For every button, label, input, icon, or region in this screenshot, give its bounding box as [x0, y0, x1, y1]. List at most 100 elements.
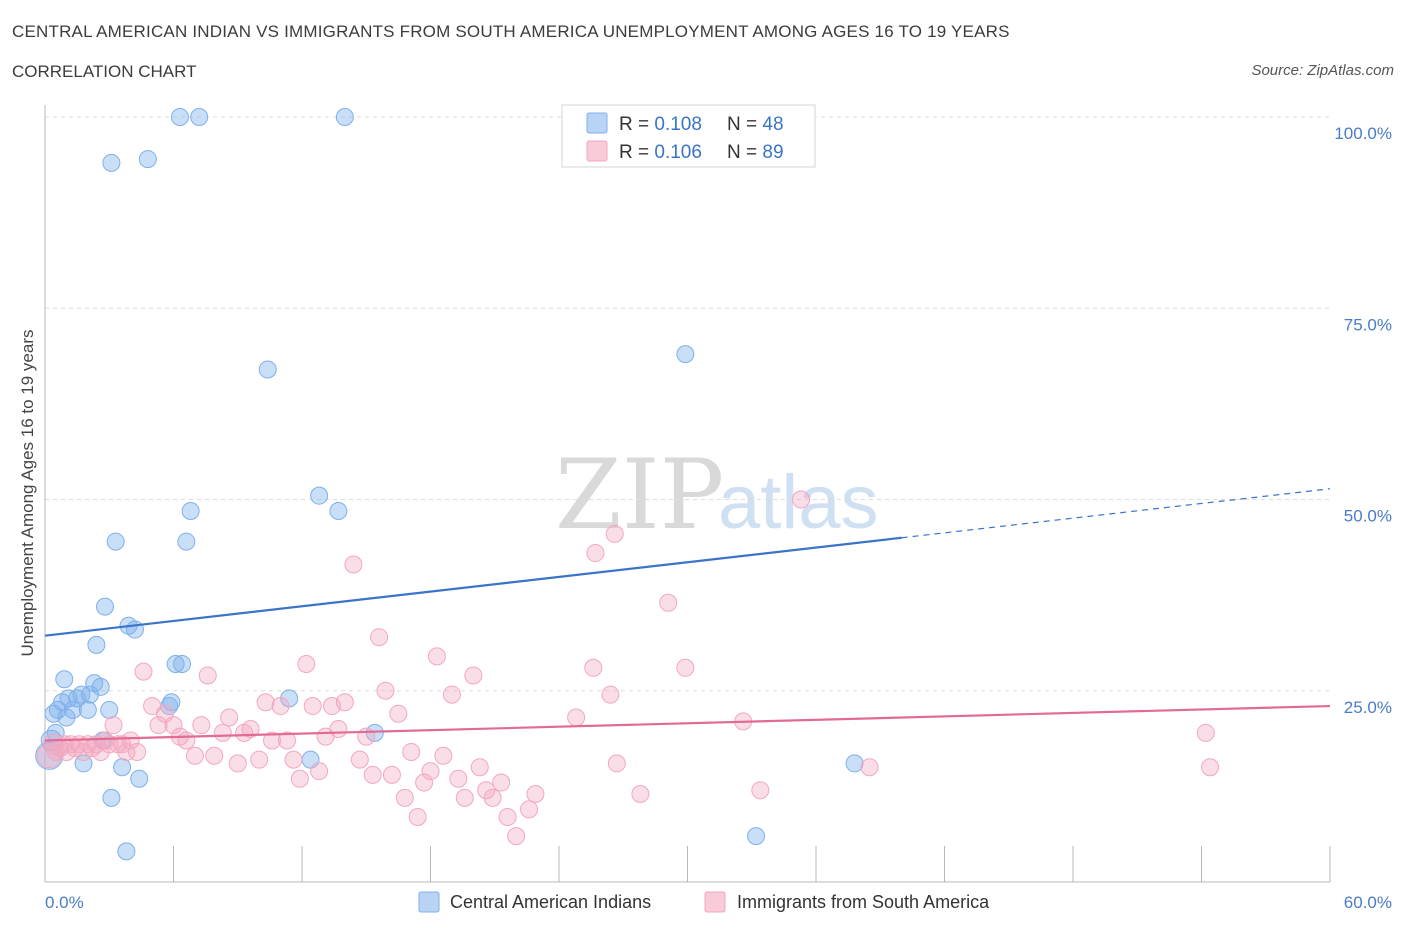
blue-point-32 [173, 654, 192, 673]
pink-point-44 [290, 769, 309, 788]
pink-point-65 [427, 647, 446, 666]
pink-point-92 [1196, 723, 1215, 742]
blue-point-8 [63, 700, 82, 719]
trend-line-blue [44, 536, 902, 637]
blue-point-41 [329, 501, 348, 520]
pink-point-53 [350, 750, 369, 769]
svg-text:N = 48: N = 48 [727, 114, 784, 135]
chart-title: CENTRAL AMERICAN INDIAN VS IMMIGRANTS FR… [12, 22, 1010, 41]
pink-point-72 [477, 781, 496, 800]
pink-point-28 [177, 731, 196, 750]
x-tick-label-min: 0.0% [45, 893, 84, 912]
pink-point-64 [421, 762, 440, 781]
blue-point-46 [845, 754, 864, 773]
trend-line-blue-extension [901, 488, 1331, 539]
pink-point-37 [241, 720, 260, 738]
pink-point-68 [449, 769, 468, 788]
y-axis-label: Unemployment Among Ages 16 to 19 years [18, 330, 37, 657]
pink-point-90 [605, 524, 624, 543]
blue-point-13 [80, 685, 99, 704]
blue-point-28 [117, 842, 136, 861]
pink-point-59 [389, 704, 408, 723]
pink-point-73 [483, 788, 502, 807]
blue-point-37 [258, 360, 277, 379]
blue-point-6 [55, 670, 74, 689]
pink-point-45 [297, 654, 316, 673]
blue-point-12 [78, 700, 97, 719]
pink-point-61 [402, 742, 421, 761]
pink-point-62 [408, 807, 427, 826]
pink-point-93 [1201, 758, 1220, 777]
svg-text:R = 0.106: R = 0.106 [619, 142, 702, 163]
gridlines [45, 116, 1330, 692]
watermark-atlas: atlas [718, 460, 879, 545]
legend-r-label-2: R = [619, 142, 654, 163]
blue-point-33 [177, 532, 196, 551]
pink-point-89 [586, 544, 605, 563]
y-tick-label-50: 50.0% [1344, 507, 1392, 526]
pink-point-16 [104, 716, 123, 735]
pink-point-63 [415, 773, 434, 792]
pink-point-78 [526, 785, 545, 804]
blue-point-45 [747, 827, 766, 846]
pink-point-84 [659, 593, 678, 612]
source-label: Source: ZipAtlas.com [1251, 62, 1394, 79]
pink-point-51 [335, 693, 354, 712]
pink-point-75 [498, 807, 517, 826]
y-tick-label-25: 25.0% [1344, 698, 1392, 717]
legend-n-value-2: 89 [762, 142, 783, 163]
legend-swatch-blue [586, 112, 608, 134]
pink-point-66 [434, 746, 453, 765]
legend-r-label-1: R = [619, 114, 654, 135]
pink-point-71 [470, 758, 489, 777]
blue-point-44 [676, 345, 695, 364]
pink-point-38 [250, 750, 269, 769]
blue-point-24 [125, 620, 144, 639]
legend-swatch-pink [586, 140, 608, 162]
blue-point-26 [138, 150, 157, 169]
pink-point-87 [751, 781, 770, 800]
pink-point-77 [520, 800, 539, 819]
pink-point-46 [303, 697, 322, 716]
pink-point-0 [36, 743, 62, 769]
pink-point-47 [310, 762, 329, 781]
legend-n-label-1: N = [727, 114, 762, 135]
pink-point-81 [601, 685, 620, 704]
pink-point-20 [121, 731, 140, 750]
bottom-legend-label-pink: Immigrants from South America [737, 892, 990, 912]
trend-line-pink [44, 704, 1331, 742]
pink-point-19 [117, 742, 136, 761]
blue-point-34 [181, 501, 200, 520]
blue-point-42 [335, 108, 354, 126]
pink-point-39 [256, 693, 275, 712]
pink-point-26 [164, 716, 183, 735]
blue-point-25 [102, 153, 121, 172]
pink-point-83 [631, 785, 650, 804]
pink-point-56 [370, 628, 389, 647]
pink-point-31 [198, 666, 217, 685]
series-legend: Central American Indians Immigrants from… [418, 891, 990, 913]
y-tick-label-75: 75.0% [1344, 315, 1392, 334]
pink-point-41 [271, 697, 290, 716]
pink-point-30 [192, 716, 211, 735]
pink-point-33 [213, 723, 232, 742]
blue-point-20 [102, 788, 121, 807]
pink-point-91 [860, 758, 879, 777]
pink-point-55 [363, 765, 382, 784]
pink-point-88 [792, 490, 811, 509]
pink-point-50 [329, 720, 348, 738]
blue-point-47 [57, 708, 76, 727]
pink-point-82 [607, 754, 626, 773]
pink-point-40 [263, 731, 282, 750]
x-ticks [44, 846, 1331, 882]
bottom-legend-swatch-pink [704, 891, 726, 913]
pink-point-67 [442, 685, 461, 704]
blue-point-27 [130, 769, 149, 788]
legend-n-value-1: 48 [762, 114, 783, 135]
pink-point-42 [278, 731, 297, 750]
pink-point-70 [464, 666, 483, 685]
y-tick-labels: 25.0% 50.0% 75.0% 100.0% [1334, 124, 1392, 717]
blue-point-31 [166, 654, 185, 673]
pink-point-57 [376, 681, 395, 700]
